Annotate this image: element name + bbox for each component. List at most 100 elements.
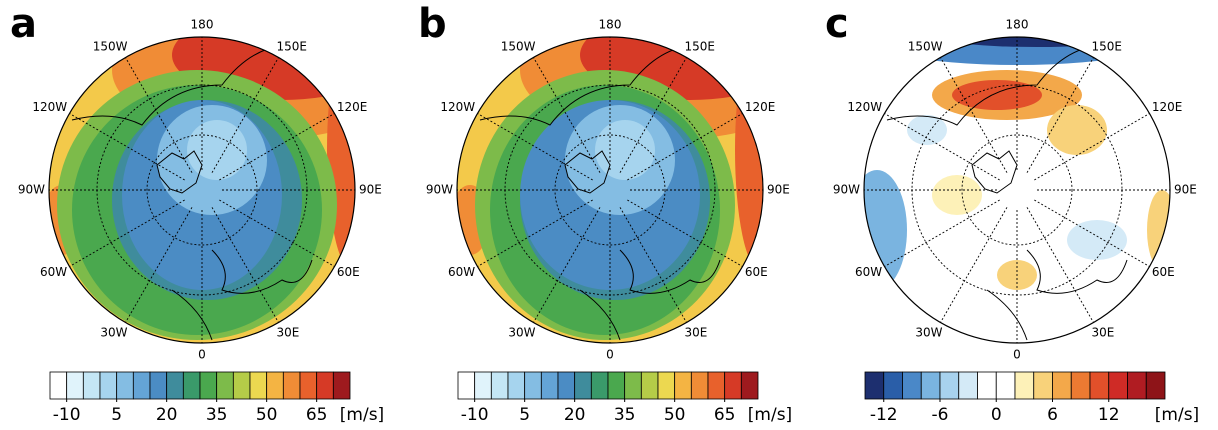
map-panel: c 180 150E 120E 90E 60E 30E 0 30W 60W 90W 120W 150W -… [825,1,1199,425]
colorbar-box [939,371,960,400]
colorbar-tick-label: -12 [870,405,898,425]
colorbar-box [740,371,759,400]
graticule-circle [146,134,258,246]
colorbar-box [1052,371,1072,400]
colorbar-tick-label: 20 [564,405,586,425]
colorbar-tick-label: 5 [519,405,530,425]
colorbar-box [182,371,201,400]
longitude-label: 30W [508,325,535,339]
colorbar-box [282,371,301,400]
map-fill [457,37,763,343]
longitude-label: 30E [1092,325,1115,339]
coastline [971,150,1018,194]
colorbar-tick-label: -10 [53,405,81,425]
colorbar-box [149,371,168,400]
colorbar-tick-label: -10 [461,405,489,425]
field [1047,105,1107,155]
longitude-label: 120W [440,100,475,114]
colorbar-box [49,371,68,400]
colorbar-box [902,371,922,400]
longitude-label: 60E [745,265,768,279]
longitude-label: 120W [847,100,882,114]
colorbar-box [540,371,559,400]
map-panel: b 180 150E 120E 90E 60E 30E 0 30W 60W 90W 120W 150W -… [418,1,792,425]
colorbar-tick-label: 35 [614,405,636,425]
map-fill [49,37,355,343]
longitude-label: 60E [1152,265,1175,279]
map-panel: a 180 150E 120E 90E 60E 30E 0 30W 60W 90W 120W 150W -… [10,1,384,425]
coastline [564,150,611,194]
colorbar-box [724,371,742,400]
colorbar-box [864,371,885,400]
field [595,120,655,180]
colorbar-tick-label: 65 [714,405,736,425]
longitude-label: 90E [359,183,382,197]
colorbar-box [1014,371,1035,400]
colorbar-unit: [m/s] [340,405,384,425]
longitude-label: 120W [32,100,67,114]
colorbar-box [607,371,626,400]
field [1147,190,1170,270]
colorbar-box [266,371,284,400]
panel-letter: b [418,1,447,47]
colorbar-tick-label: 12 [1098,405,1120,425]
colorbar-tick-label: -6 [932,405,949,425]
longitude-label: 150E [277,40,308,54]
longitude-label: 0 [1013,348,1021,362]
colorbar-box [166,371,184,400]
longitude-label: 0 [606,348,614,362]
graticule-circle [554,134,666,246]
colorbar-box [99,371,118,400]
longitude-label: 120E [1152,100,1183,114]
graticule-circle [961,134,1073,246]
colorbar-tick-label: 20 [156,405,178,425]
colorbar-box [457,371,476,400]
panel-letter: a [10,1,37,47]
colorbar-box [1070,371,1091,400]
longitude-label: 150E [1092,40,1123,54]
field [735,37,763,270]
colorbar-box [1127,371,1147,400]
field [1067,220,1127,260]
colorbar-box [507,371,526,400]
colorbar-box [1145,371,1166,400]
longitude-label: 150W [908,40,943,54]
colorbar-box [574,371,592,400]
colorbar-box [1089,371,1110,400]
colorbar-box [249,371,268,400]
colorbar-box [883,371,903,400]
colorbar-box [332,371,351,400]
colorbar-box [316,371,334,400]
map-border [48,36,356,344]
colorbar-tick-label: 0 [991,405,1002,425]
colorbar-box [524,371,542,400]
colorbar-box [640,371,659,400]
field [864,170,907,290]
colorbar-box [557,371,576,400]
longitude-label: 90E [1174,183,1197,197]
longitude-label: 90E [767,183,790,197]
longitude-label: 90W [18,183,45,197]
field [327,37,355,270]
longitude-label: 0 [198,348,206,362]
colorbar-box [474,371,492,400]
colorbar-tick-label: 50 [256,405,278,425]
longitude-label: 30E [277,325,300,339]
map-border [863,36,1171,344]
longitude-label: 180 [1006,18,1029,32]
longitude-label: 180 [599,18,622,32]
coastline [156,150,203,194]
longitude-label: 150E [685,40,716,54]
longitude-label: 90W [426,183,453,197]
field [907,115,947,145]
longitude-label: 30W [100,325,127,339]
colorbar-box [995,371,1016,400]
colorbar-box [216,371,234,400]
colorbar-tick-label: 50 [664,405,686,425]
colorbar-tick-label: 35 [206,405,228,425]
longitude-label: 60E [337,265,360,279]
field [932,175,982,215]
longitude-label: 60W [40,265,67,279]
colorbar-unit: [m/s] [1155,405,1199,425]
